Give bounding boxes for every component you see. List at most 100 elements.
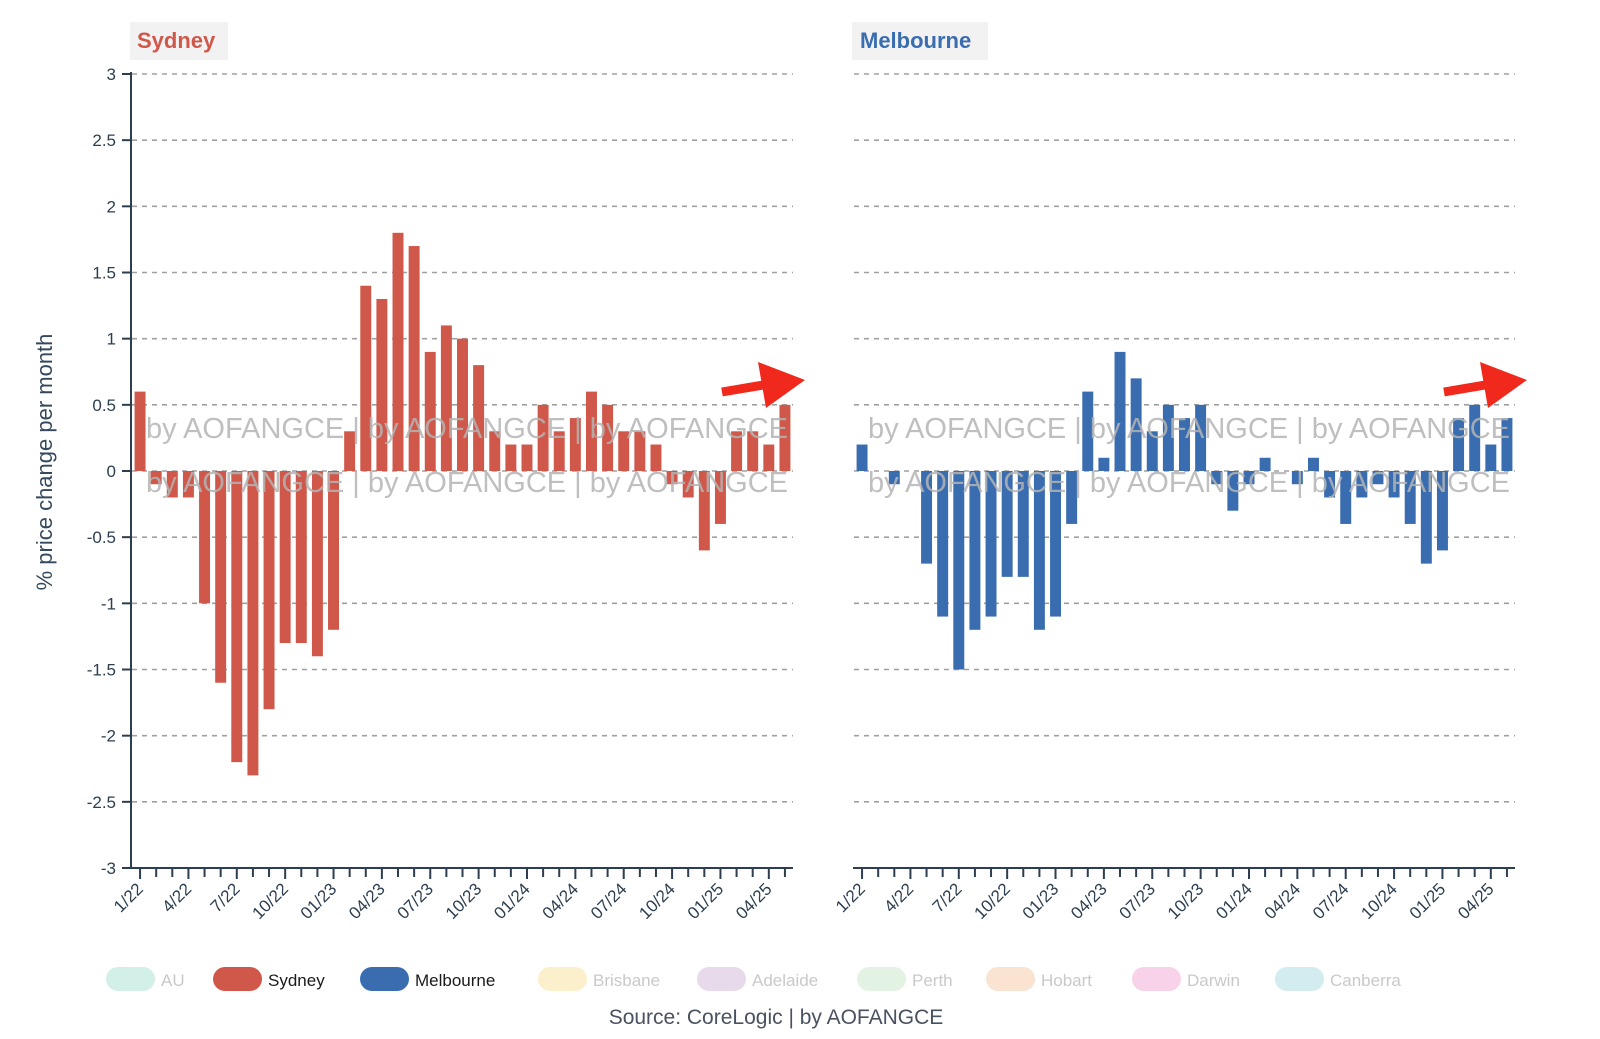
bar	[553, 431, 565, 471]
bar	[1146, 431, 1158, 471]
legend-item-canberra[interactable]: Canberra	[1275, 967, 1401, 991]
bar	[134, 391, 146, 471]
bar	[328, 471, 340, 630]
x-tick-label: 01/24	[490, 879, 534, 923]
bar	[1453, 418, 1465, 471]
bar	[1130, 378, 1142, 471]
bar	[714, 471, 726, 524]
bar	[247, 471, 259, 776]
sydney-title: Sydney	[137, 28, 216, 53]
y-tick-label: -3	[101, 859, 116, 878]
bar	[1388, 471, 1400, 498]
bar	[634, 431, 646, 471]
x-tick-label: 04/25	[732, 879, 776, 923]
bar	[1179, 418, 1190, 471]
bar	[1372, 471, 1384, 485]
bar	[473, 365, 485, 471]
legend-item-adelaide[interactable]: Adelaide	[697, 967, 818, 991]
x-tick-label: 10/23	[442, 879, 486, 923]
melbourne-watermark: by AOFANGCE | by AOFANGCE | by AOFANGCE …	[868, 413, 1510, 499]
y-tick-label: 1.5	[92, 264, 116, 283]
bar	[763, 444, 775, 471]
bar	[1485, 444, 1497, 471]
bar	[1066, 471, 1078, 524]
legend-item-melbourne[interactable]: Melbourne	[360, 967, 495, 991]
legend-item-perth[interactable]: Perth	[857, 967, 953, 991]
bar	[747, 431, 759, 471]
x-tick-label: 01/24	[1212, 879, 1256, 923]
legend-item-brisbane[interactable]: Brisbane	[538, 967, 660, 991]
bar	[231, 471, 243, 763]
bar	[1114, 351, 1126, 471]
bar	[182, 471, 194, 498]
legend-swatch	[697, 967, 746, 991]
x-tick-label: 04/25	[1454, 879, 1498, 923]
sydney-bars	[134, 232, 791, 776]
watermark-line: by AOFANGCE | by AOFANGCE | by AOFANGCE	[868, 467, 1510, 499]
x-tick-label: 1/22	[110, 879, 147, 916]
melbourne-title: Melbourne	[860, 28, 971, 53]
y-tick-label: 3	[107, 65, 116, 84]
y-tick-label: -2.5	[87, 793, 116, 812]
legend-item-sydney[interactable]: Sydney	[213, 967, 325, 991]
bar	[199, 471, 211, 604]
bar	[650, 444, 662, 471]
bar	[1227, 471, 1239, 511]
legend-item-au[interactable]: AU	[106, 967, 185, 991]
bar	[360, 285, 372, 471]
bar	[569, 418, 581, 471]
y-tick-label: -1	[101, 594, 116, 613]
bar	[263, 471, 275, 710]
bar	[698, 471, 710, 551]
bar	[1017, 471, 1029, 577]
bar	[1001, 471, 1013, 577]
legend-label: AU	[161, 971, 185, 990]
y-tick-label: -0.5	[87, 528, 116, 547]
x-tick-label: 4/22	[158, 879, 195, 916]
melbourne-bars	[856, 351, 1513, 670]
bar	[344, 431, 356, 471]
bar	[311, 471, 323, 657]
x-tick-label: 10/22	[970, 879, 1014, 923]
y-tick-label: 2.5	[92, 131, 116, 150]
sydney-title-bg	[130, 22, 228, 60]
bar	[408, 246, 420, 471]
x-tick-label: 01/23	[1019, 879, 1063, 923]
x-tick-label: 07/24	[587, 879, 631, 923]
bar	[1211, 471, 1223, 485]
legend-label: Canberra	[1330, 971, 1401, 990]
sydney-watermark: by AOFANGCE | by AOFANGCE | by AOFANGCE …	[146, 413, 788, 499]
legend-swatch	[360, 967, 409, 991]
x-tick-label: 07/23	[1116, 879, 1160, 923]
legend-swatch	[1275, 967, 1324, 991]
bar	[953, 471, 965, 670]
bar	[666, 471, 678, 485]
legend-item-darwin[interactable]: Darwin	[1132, 967, 1240, 991]
bar	[1243, 471, 1255, 485]
bar	[392, 232, 404, 471]
sydney-trend-arrow-icon	[721, 362, 805, 408]
bar	[150, 471, 162, 485]
bar	[1501, 418, 1513, 471]
source-caption: Source: CoreLogic | by AOFANGCE	[609, 1006, 944, 1029]
bar	[602, 404, 614, 471]
sydney-panel: Sydney 3 2.5 2 1.5 1 0.5 0 -0.5 -1 -1.5 -2 -2.5 -3 1…	[87, 22, 805, 923]
legend-item-hobart[interactable]: Hobart	[986, 967, 1092, 991]
bar	[1356, 471, 1368, 498]
legend-label: Perth	[912, 971, 953, 990]
y-tick-label: -1.5	[87, 661, 116, 680]
x-tick-label: 7/22	[929, 879, 966, 916]
legend-label: Adelaide	[752, 971, 818, 990]
legend-label: Brisbane	[593, 971, 660, 990]
bar	[457, 338, 468, 471]
bar	[1340, 471, 1352, 524]
bar	[521, 444, 533, 471]
legend-label: Darwin	[1187, 971, 1240, 990]
sydney-y-ticks: 3 2.5 2 1.5 1 0.5 0 -0.5 -1 -1.5 -2 -2.5 -3	[87, 65, 131, 878]
legend-swatch	[213, 967, 262, 991]
melbourne-panel: Melbourne 1/22 4/22 7/22 10/22 01/23 04/23 07/…	[832, 22, 1527, 923]
bar	[1307, 457, 1319, 471]
watermark-line: by AOFANGCE | by AOFANGCE | by AOFANGCE	[146, 467, 788, 499]
bar	[295, 471, 307, 644]
melbourne-title-bg	[852, 22, 988, 60]
